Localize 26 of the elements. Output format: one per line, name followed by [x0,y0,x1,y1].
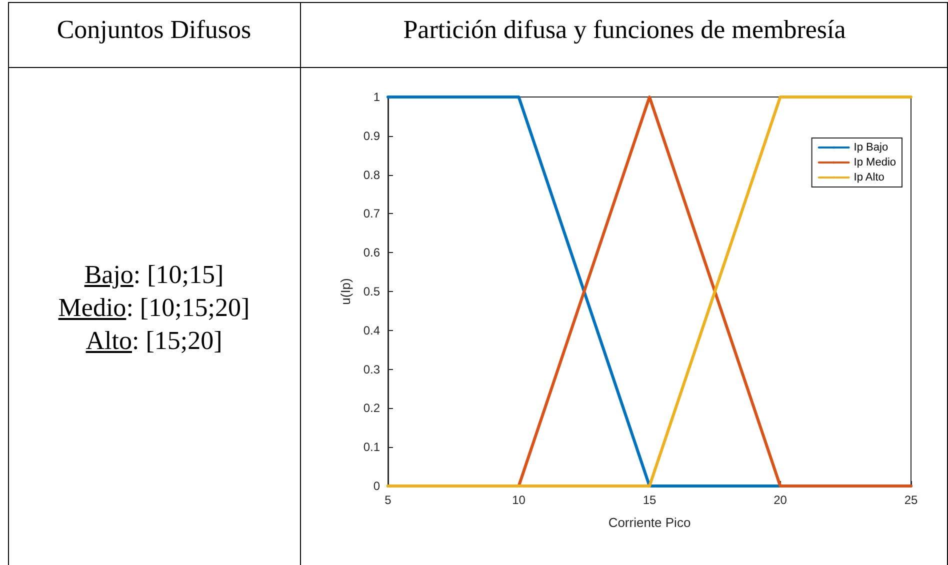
y-tick-label: 0.1 [363,440,380,454]
text: Conjuntos Difusos [56,15,252,45]
text: Alto: [15;20] [84,325,224,357]
legend-label: Ip Medio [854,156,896,168]
y-axis-title: u(Ip) [338,278,353,305]
y-tick-label: 0.8 [363,168,380,182]
x-tick-label: 5 [384,493,392,507]
text: Bajo: [10;15] [83,259,225,291]
x-tick-label: 15 [642,493,656,507]
x-tick-label: 25 [904,493,918,507]
y-tick-label: 0.6 [363,246,380,260]
y-tick-label: 1 [373,90,380,104]
chart-title: Partición difusa y funciones de membresía [402,15,847,45]
y-tick-label: 0.7 [363,206,380,221]
legend-label: Ip Alto [854,172,884,184]
x-axis-title: Corriente Pico [608,515,691,530]
x-tick-label: 10 [512,493,526,507]
y-tick-label: 0.3 [363,362,380,376]
text: Medio: [10;15;20] [57,292,251,324]
y-tick-label: 0.9 [363,128,380,143]
y-tick-label: 0.5 [363,284,380,298]
y-tick-label: 0.2 [363,401,380,416]
y-tick-label: 0 [373,479,380,493]
y-tick-label: 0.4 [363,323,380,338]
x-tick-label: 20 [774,493,788,507]
legend-label: Ip Bajo [854,142,888,154]
